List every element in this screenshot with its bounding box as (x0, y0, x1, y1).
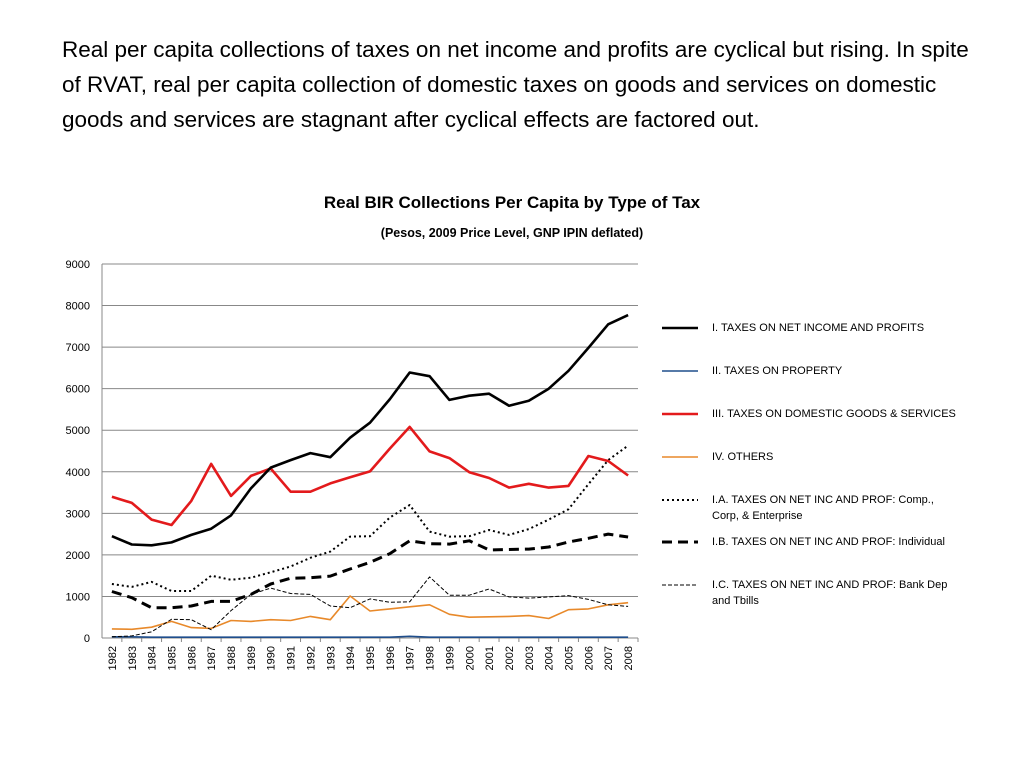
x-tick-label: 1994 (345, 646, 357, 670)
series-line-2 (111, 635, 629, 639)
legend-swatch (662, 412, 698, 416)
x-tick-label: 1989 (246, 646, 258, 670)
x-tick-label: 1992 (305, 646, 317, 670)
y-tick-label: 0 (84, 633, 90, 645)
legend-label: I.A. TAXES ON NET INC AND PROF: Comp., C… (712, 494, 934, 522)
x-tick-label: 2000 (464, 646, 476, 670)
x-tick-label: 2001 (484, 646, 496, 670)
x-tick-label: 2003 (524, 646, 536, 670)
y-tick-label: 8000 (66, 301, 90, 313)
x-tick-label: 1987 (206, 646, 218, 670)
legend-swatch (662, 326, 698, 330)
y-tick-label: 7000 (66, 342, 90, 354)
series-line-5 (111, 444, 629, 592)
x-tick-label: 1996 (385, 646, 397, 670)
legend-swatch (662, 499, 698, 501)
y-tick-label: 3000 (66, 508, 90, 520)
series-line-3 (111, 425, 629, 527)
x-tick-label: 1982 (107, 646, 119, 670)
x-tick-label: 1984 (147, 646, 159, 670)
legend-label: I.C. TAXES ON NET INC AND PROF: Bank Dep… (712, 579, 948, 607)
y-tick-label: 5000 (66, 425, 90, 437)
y-tick-label: 2000 (66, 550, 90, 562)
x-tick-label: 1990 (266, 646, 278, 670)
x-tick-label: 2007 (603, 646, 615, 670)
chart-title: Real BIR Collections Per Capita by Type … (323, 193, 701, 212)
y-tick-label: 1000 (66, 591, 90, 603)
x-tick-label: 2004 (544, 646, 556, 670)
x-tick-label: 1991 (286, 646, 298, 670)
legend-swatch (662, 456, 698, 458)
x-tick-label: 1988 (226, 646, 238, 670)
chart-subtitle: (Pesos, 2009 Price Level, GNP IPIN defla… (380, 226, 644, 240)
legend-label: II. TAXES ON PROPERTY (712, 365, 843, 377)
x-tick-label: 2002 (504, 646, 516, 670)
x-tick-label: 1993 (325, 646, 337, 670)
x-tick-label: 2008 (623, 646, 635, 670)
y-tick-label: 6000 (66, 384, 90, 396)
x-tick-label: 1995 (365, 646, 377, 670)
legend-swatch (662, 370, 698, 372)
y-tick-label: 4000 (66, 467, 90, 479)
legend-label: I. TAXES ON NET INCOME AND PROFITS (712, 322, 925, 334)
legend-label: I.B. TAXES ON NET INC AND PROF: Individu… (712, 536, 945, 548)
series-line-7 (111, 576, 629, 638)
x-tick-label: 2005 (564, 646, 576, 670)
x-tick-label: 1983 (127, 646, 139, 670)
x-tick-label: 1999 (444, 646, 456, 670)
legend-swatch (662, 584, 698, 586)
series-line-6 (111, 532, 629, 610)
y-tick-label: 9000 (66, 259, 90, 271)
x-tick-label: 1998 (425, 646, 437, 670)
series-line-1 (111, 313, 629, 547)
x-tick-label: 2006 (583, 646, 595, 670)
x-tick-label: 1997 (405, 646, 417, 670)
legend-label: IV. OTHERS (712, 451, 774, 463)
legend-label: III. TAXES ON DOMESTIC GOODS & SERVICES (712, 408, 956, 420)
x-tick-label: 1986 (186, 646, 198, 670)
slide-body-text: Real per capita collections of taxes on … (62, 37, 969, 132)
series-line-4 (111, 595, 629, 631)
x-tick-label: 1985 (166, 646, 178, 670)
legend-swatch (662, 540, 698, 544)
